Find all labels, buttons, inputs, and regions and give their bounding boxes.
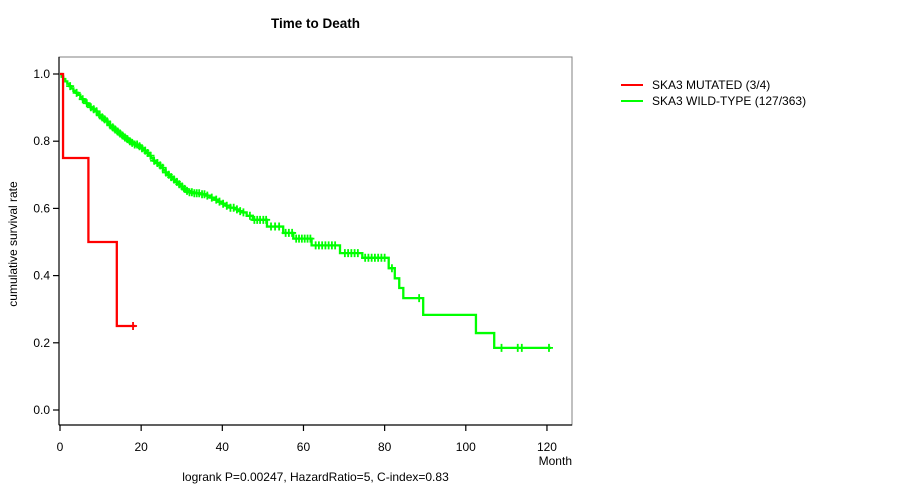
censor-mark-wildtype: [387, 264, 396, 273]
y-tick-label: 0.6: [33, 201, 50, 215]
censor-mark-wildtype: [72, 88, 81, 97]
legend-item-wildtype: SKA3 WILD-TYPE (127/363): [621, 95, 806, 107]
y-tick-label: 1.0: [33, 67, 50, 81]
censor-mark-wildtype: [306, 234, 315, 243]
x-tick-label: 40: [216, 440, 230, 454]
plot-box: [58, 56, 573, 426]
x-tick-label: 20: [134, 440, 148, 454]
chart-title: Time to Death: [270, 16, 360, 31]
censor-mark-wildtype: [92, 107, 101, 116]
statistics-annotation: logrank P=0.00247, HazardRatio=5, C-inde…: [182, 470, 449, 484]
wildtype-line-swatch-icon: [621, 100, 643, 102]
censor-mark-wildtype: [380, 253, 389, 262]
censor-mark-wildtype: [207, 193, 216, 202]
censor-mark-wildtype: [544, 343, 553, 352]
y-tick-label: 0.4: [33, 269, 50, 283]
x-tick-label: 80: [378, 440, 392, 454]
censor-mark-wildtype: [497, 343, 506, 352]
censor-mark-wildtype: [103, 117, 112, 126]
censor-mark-wildtype: [66, 82, 75, 91]
legend-label-wildtype: SKA3 WILD-TYPE (127/363): [652, 94, 807, 108]
censor-mark-wildtype: [262, 215, 271, 224]
legend-label-mutated: SKA3 MUTATED (3/4): [652, 78, 771, 92]
censor-mark-wildtype: [78, 95, 87, 104]
y-tick-label: 0.8: [33, 134, 50, 148]
censor-mark-wildtype: [158, 163, 167, 172]
km-curve-mutated: [60, 72, 136, 328]
x-tick-label: 0: [57, 440, 64, 454]
censor-mark-wildtype: [331, 241, 340, 250]
x-axis-label: Month: [538, 454, 572, 468]
y-tick-label: 0.2: [33, 336, 50, 350]
censor-mark-wildtype: [517, 343, 526, 352]
x-tick-label: 120: [537, 440, 557, 454]
censor-mark-wildtype: [353, 249, 362, 258]
y-tick-label: 0.0: [33, 403, 50, 417]
legend-item-mutated: SKA3 MUTATED (3/4): [621, 79, 806, 91]
censor-mark-wildtype: [239, 208, 248, 217]
censor-mark-wildtype: [82, 99, 91, 108]
legend: SKA3 MUTATED (3/4) SKA3 WILD-TYPE (127/3…: [621, 79, 806, 107]
x-tick-label: 60: [297, 440, 311, 454]
censor-mark-wildtype: [415, 294, 424, 303]
censor-mark-wildtype: [275, 222, 284, 231]
y-axis-label: cumulative survival rate: [6, 181, 20, 307]
censor-mark-mutated: [129, 322, 138, 330]
censor-mark-wildtype: [146, 151, 155, 160]
km-curve-wildtype: [60, 72, 552, 349]
x-tick-label: 100: [456, 440, 476, 454]
censor-mark-wildtype: [288, 228, 297, 237]
censor-mark-wildtype: [203, 191, 212, 200]
censor-mark-wildtype: [245, 211, 254, 220]
mutated-line-swatch-icon: [621, 84, 643, 86]
